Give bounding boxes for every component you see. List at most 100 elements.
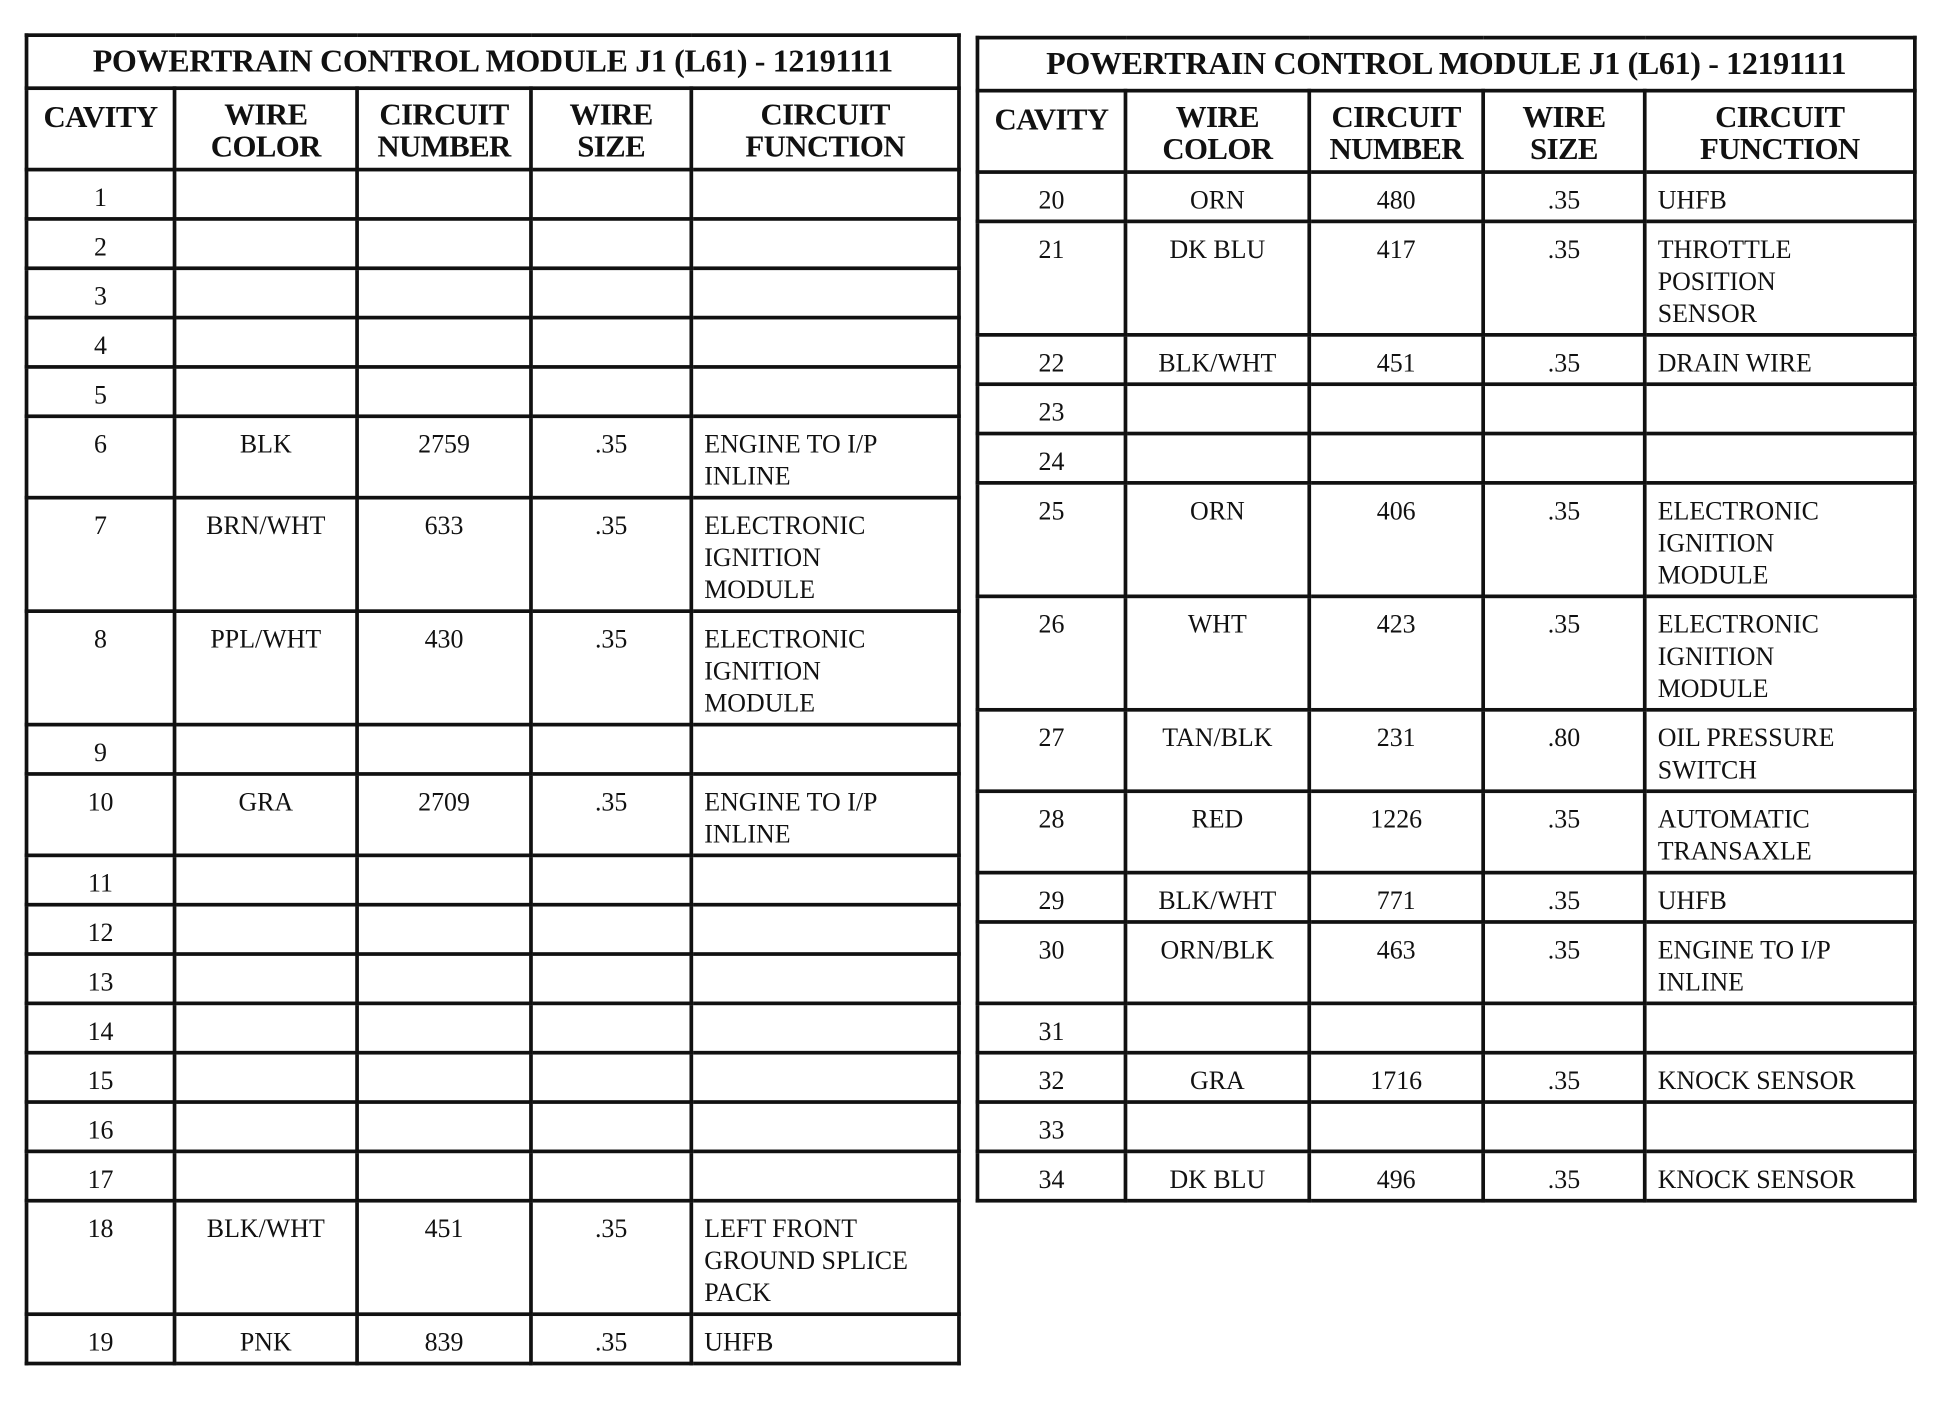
wire-size-cell — [529, 1149, 694, 1203]
wire-size-cell: .35 — [1481, 170, 1647, 224]
wire-size-cell: .35 — [529, 414, 694, 500]
pinout-table-right: POWERTRAIN CONTROL MODULE J1 (L61) - 121… — [975, 35, 1917, 1203]
cavity-cell: 7 — [24, 495, 177, 613]
circuit-number-cell: 423 — [1307, 594, 1486, 712]
table-row: 34 DK BLU 496.35 KNOCK SENSOR — [975, 1149, 1917, 1203]
cavity-cell: 31 — [975, 1001, 1128, 1055]
table-row: 7 BRN/WHT 633.35 ELECTRONIC IGNITION MODULE — [24, 495, 961, 613]
wire-color-cell — [172, 1149, 359, 1203]
circuit-function-cell: UHFB — [1642, 870, 1917, 924]
table-row: 26 WHT 423.35 ELECTRONIC IGNITION MODULE — [975, 594, 1917, 712]
circuit-function-cell: ENGINE TO I/P INLINE — [689, 772, 961, 858]
wire-color-cell — [172, 1050, 359, 1104]
cavity-cell: 21 — [975, 219, 1128, 337]
circuit-number-cell — [1307, 1001, 1486, 1055]
circuit-number-cell — [1307, 382, 1486, 436]
wire-size-cell: .35 — [529, 609, 694, 727]
wire-size-cell — [1481, 382, 1647, 436]
table-row: 23 — [975, 382, 1917, 436]
circuit-number-cell: 771 — [1307, 870, 1486, 924]
circuit-function-cell: ELECTRONIC IGNITION MODULE — [1642, 594, 1917, 712]
wire-size-cell: .35 — [1481, 920, 1647, 1006]
wire-color-cell — [172, 315, 359, 369]
wire-color-cell — [172, 217, 359, 271]
cavity-cell: 20 — [975, 170, 1128, 224]
circuit-number-cell — [355, 1149, 533, 1203]
header-wire-size: WIRE SIZE — [1481, 88, 1647, 174]
cavity-cell: 30 — [975, 920, 1128, 1006]
circuit-function-cell — [689, 1050, 961, 1104]
circuit-function-cell: ELECTRONIC IGNITION MODULE — [689, 495, 961, 613]
cavity-cell: 29 — [975, 870, 1128, 924]
table-row: 15 — [24, 1050, 961, 1104]
cavity-cell: 26 — [975, 594, 1128, 712]
header-wire-color: WIRE COLOR — [172, 86, 359, 172]
circuit-number-cell — [1307, 431, 1486, 485]
circuit-number-cell — [355, 266, 533, 320]
cavity-cell: 32 — [975, 1050, 1128, 1104]
cavity-cell: 4 — [24, 315, 177, 369]
header-wire-size: WIRE SIZE — [529, 86, 694, 172]
wire-size-cell — [529, 167, 694, 221]
wire-size-cell: .35 — [1481, 1149, 1647, 1203]
circuit-function-cell — [689, 722, 961, 776]
cavity-cell: 9 — [24, 722, 177, 776]
table-row: 28 RED 1226.35 AUTOMATIC TRANSAXLE — [975, 789, 1917, 875]
header-cavity: CAVITY — [975, 88, 1128, 174]
cavity-cell: 15 — [24, 1050, 177, 1104]
circuit-number-cell: 2759 — [355, 414, 533, 500]
table-row: 25 ORN 406.35 ELECTRONIC IGNITION MODULE — [975, 481, 1917, 599]
circuit-function-cell: ENGINE TO I/P INLINE — [689, 414, 961, 500]
cavity-cell: 19 — [24, 1312, 177, 1366]
header-circuit-function: CIRCUIT FUNCTION — [1642, 88, 1917, 174]
wire-color-cell: BLK/WHT — [1123, 333, 1312, 387]
table-row: 27 TAN/BLK 231.80 OIL PRESSURE SWITCH — [975, 707, 1917, 794]
circuit-function-cell — [1642, 1100, 1917, 1154]
circuit-number-cell — [355, 315, 533, 369]
table-row: 24 — [975, 431, 1917, 485]
wire-color-cell: PNK — [172, 1312, 359, 1366]
circuit-function-cell — [689, 217, 961, 271]
wire-size-cell: .35 — [1481, 789, 1647, 875]
wire-color-cell — [172, 853, 359, 907]
cavity-cell: 28 — [975, 789, 1128, 875]
wire-size-cell — [529, 1100, 694, 1154]
header-circuit-number: CIRCUIT NUMBER — [355, 86, 533, 172]
circuit-function-cell: UHFB — [1642, 170, 1917, 224]
wire-size-cell — [1481, 1001, 1647, 1055]
circuit-number-cell — [355, 902, 533, 956]
table-row: 11 — [24, 853, 961, 907]
circuit-number-cell: 231 — [1307, 707, 1486, 794]
header-row: CAVITY WIRE COLOR CIRCUIT NUMBER WIRE SIZE C… — [24, 86, 961, 172]
circuit-number-cell — [355, 1050, 533, 1104]
cavity-cell: 6 — [24, 414, 177, 500]
wire-size-cell: .35 — [529, 1198, 694, 1317]
circuit-number-cell — [355, 167, 533, 221]
wire-size-cell — [529, 217, 694, 271]
table-row: 22 BLK/WHT 451.35 DRAIN WIRE — [975, 333, 1917, 387]
wire-color-cell: BLK/WHT — [1123, 870, 1312, 924]
table-row: 4 — [24, 315, 961, 369]
table-row: 10 GRA 2709.35 ENGINE TO I/P INLINE — [24, 772, 961, 858]
circuit-function-cell — [689, 167, 961, 221]
circuit-number-cell: 633 — [355, 495, 533, 613]
circuit-number-cell: 417 — [1307, 219, 1486, 337]
wire-color-cell: GRA — [172, 772, 359, 858]
circuit-number-cell: 496 — [1307, 1149, 1486, 1203]
circuit-number-cell: 451 — [1307, 333, 1486, 387]
circuit-number-cell: 406 — [1307, 481, 1486, 599]
circuit-number-cell — [355, 1001, 533, 1055]
cavity-cell: 2 — [24, 217, 177, 271]
circuit-function-cell: OIL PRESSURE SWITCH — [1642, 707, 1917, 794]
table-row: 1 — [24, 167, 961, 221]
wire-color-cell: PPL/WHT — [172, 609, 359, 727]
circuit-function-cell: THROTTLE POSITION SENSOR — [1642, 219, 1917, 337]
table-row: 2 — [24, 217, 961, 271]
table-row: 6 BLK 2759.35 ENGINE TO I/P INLINE — [24, 414, 961, 500]
circuit-function-cell: KNOCK SENSOR — [1642, 1050, 1917, 1104]
circuit-function-cell — [689, 266, 961, 320]
table-title: POWERTRAIN CONTROL MODULE J1 (L61) - 121… — [24, 33, 961, 91]
cavity-cell: 10 — [24, 772, 177, 858]
cavity-cell: 5 — [24, 365, 177, 419]
